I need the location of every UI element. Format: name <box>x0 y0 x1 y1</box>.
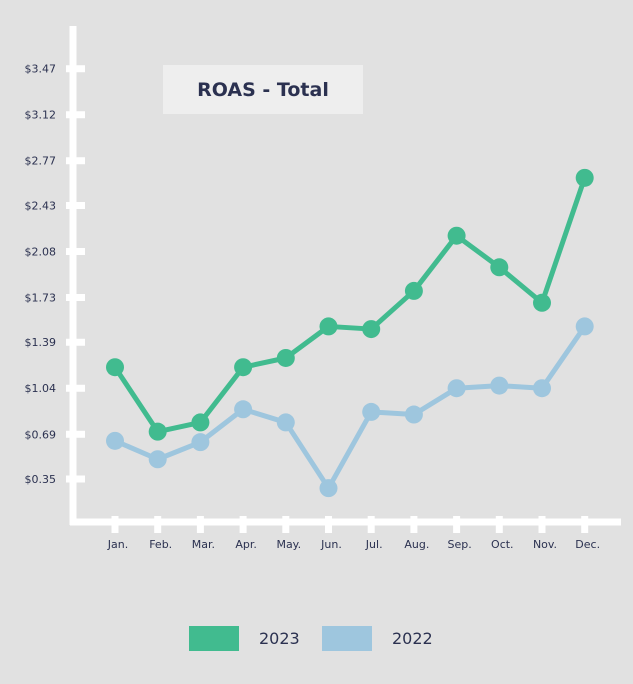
x-tick-label: Jun. <box>320 538 342 551</box>
data-point-2023 <box>106 358 124 377</box>
x-tick-label: Jul. <box>365 538 383 551</box>
data-point-2022 <box>404 405 423 424</box>
data-point-2023 <box>447 226 466 245</box>
y-tick-label: $1.73 <box>25 292 57 305</box>
data-point-2022 <box>276 413 295 432</box>
legend-item-2022: 2022 <box>322 626 433 651</box>
legend-swatch-2023 <box>189 626 239 651</box>
x-tick-label: Mar. <box>192 538 215 551</box>
y-tick-label: $2.43 <box>25 199 57 212</box>
data-point-2022 <box>575 317 594 336</box>
data-point-2023 <box>276 348 295 367</box>
y-tick-label: $3.47 <box>25 63 57 76</box>
y-tick-label: $3.12 <box>25 109 57 122</box>
y-tick-label: $2.77 <box>25 155 57 168</box>
data-point-2022 <box>533 379 551 398</box>
legend-item-2023: 2023 <box>189 626 300 651</box>
x-tick-label: Feb. <box>149 538 172 551</box>
data-point-2023 <box>533 293 551 312</box>
series-line-2023 <box>112 175 588 435</box>
x-tick-label: May. <box>276 538 301 551</box>
data-point-2022 <box>490 376 509 395</box>
x-tick-label: Oct. <box>491 538 514 551</box>
x-tick-label: Nov. <box>533 538 557 551</box>
y-tick-label: $1.39 <box>25 336 57 349</box>
data-point-2023 <box>404 281 423 300</box>
data-point-2023 <box>575 168 594 187</box>
legend-swatch-2022 <box>322 626 372 651</box>
data-point-2022 <box>362 402 381 421</box>
data-point-2023 <box>490 258 509 277</box>
data-point-2022 <box>191 433 210 452</box>
y-tick-label: $0.69 <box>25 428 57 441</box>
data-point-2023 <box>234 358 253 377</box>
x-tick-label: Sep. <box>447 538 471 551</box>
data-point-2023 <box>319 317 338 336</box>
legend-label-2023: 2023 <box>259 629 300 648</box>
data-point-2022 <box>447 379 466 398</box>
data-point-2022 <box>106 431 124 450</box>
data-point-2022 <box>319 479 338 498</box>
series-line-2022 <box>112 323 588 491</box>
y-tick-label: $2.08 <box>25 245 57 258</box>
data-point-2023 <box>191 413 210 432</box>
x-tick-label: Jan. <box>107 538 128 551</box>
data-point-2023 <box>362 320 381 339</box>
data-point-2022 <box>234 400 253 419</box>
y-tick-label: $1.04 <box>25 382 57 395</box>
x-tick-label: Apr. <box>235 538 257 551</box>
chart-title: ROAS - Total <box>163 65 363 114</box>
legend-label-2022: 2022 <box>392 629 433 648</box>
data-point-2022 <box>148 450 167 469</box>
x-tick-label: Dec. <box>575 538 600 551</box>
data-point-2023 <box>148 422 167 441</box>
y-tick-label: $0.35 <box>25 473 57 486</box>
x-tick-label: Aug. <box>404 538 429 551</box>
